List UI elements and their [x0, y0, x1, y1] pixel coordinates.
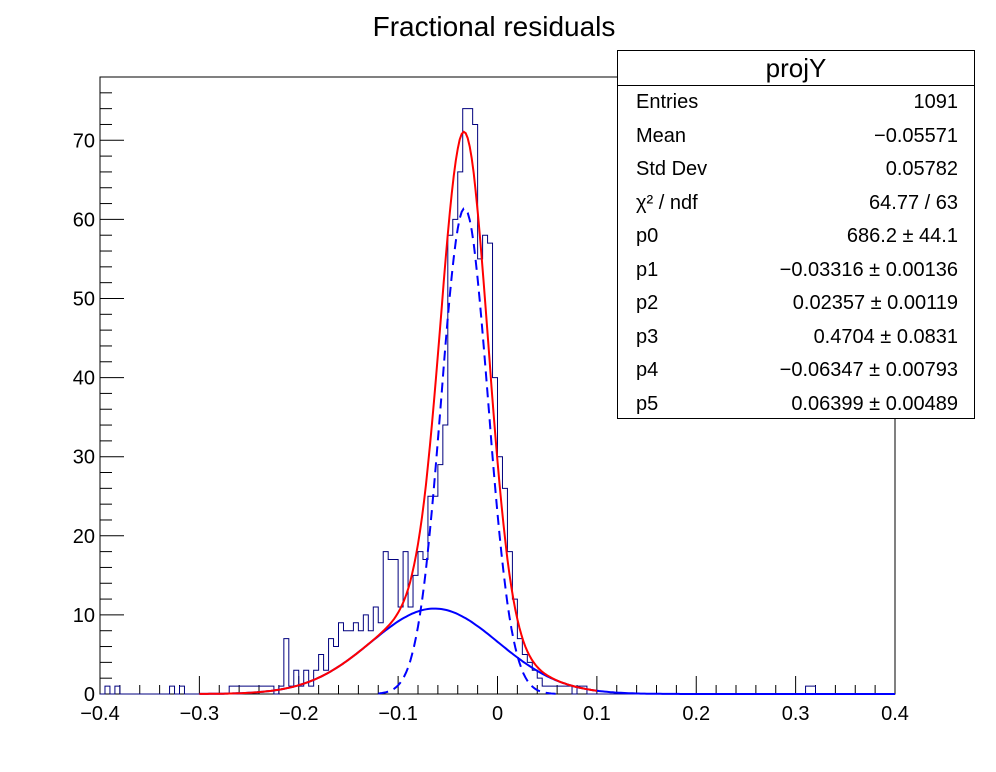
- stats-row: Entries 1091: [618, 86, 974, 120]
- y-tick-label: 0: [84, 684, 95, 706]
- stats-row: p2 0.02357 ± 0.00119: [618, 287, 974, 321]
- stats-value: 0.06399 ± 0.00489: [791, 392, 958, 415]
- stats-key: p3: [636, 325, 659, 348]
- stats-value: −0.05571: [874, 124, 958, 147]
- stats-row: Std Dev 0.05782: [618, 153, 974, 187]
- stats-row: p5 0.06399 ± 0.00489: [618, 388, 974, 422]
- stats-key: Mean: [636, 124, 687, 147]
- stats-key: p2: [636, 292, 659, 314]
- y-axis: 0 10 20 30 40 50 60 70: [73, 92, 124, 706]
- x-tick-label: 0: [492, 703, 503, 725]
- stats-row: p0 686.2 ± 44.1: [618, 220, 974, 254]
- stats-key: Std Dev: [636, 158, 708, 180]
- stats-row: p3 0.4704 ± 0.0831: [618, 321, 974, 355]
- stats-box: projY Entries 1091 Mean −0.05571 Std Dev 0.…: [617, 50, 975, 419]
- stats-value: 0.02357 ± 0.00119: [792, 292, 958, 314]
- stats-key: Entries: [636, 91, 699, 113]
- stats-key: p5: [636, 392, 659, 415]
- x-tick-label: 0.1: [583, 703, 611, 725]
- stats-value: 0.05782: [885, 158, 958, 180]
- stats-row: χ² / ndf 64.77 / 63: [618, 187, 974, 221]
- fit-gaus1-curve: [378, 207, 558, 695]
- stats-key: p0: [636, 225, 659, 247]
- x-tick-label: −0.1: [378, 703, 417, 725]
- stats-key: p4: [636, 359, 659, 381]
- stats-row: Mean −0.05571: [618, 120, 974, 154]
- stats-key: χ² / ndf: [636, 191, 698, 214]
- stats-key: p1: [636, 258, 659, 281]
- y-tick-label: 10: [73, 605, 95, 627]
- stats-value: 1091: [913, 91, 959, 113]
- x-tick-label: −0.2: [279, 703, 318, 725]
- stats-title: projY: [618, 51, 974, 86]
- x-tick-label: 0.4: [881, 703, 909, 725]
- chart-title: Fractional residuals: [373, 11, 616, 42]
- x-tick-label: −0.4: [80, 703, 119, 725]
- stats-row: p4 −0.06347 ± 0.00793: [618, 354, 974, 388]
- stats-value: 686.2 ± 44.1: [846, 225, 958, 247]
- y-tick-label: 60: [73, 209, 95, 231]
- stats-value: −0.03316 ± 0.00136: [779, 258, 958, 281]
- x-axis: −0.4 −0.3 −0.2 −0.1 0 0.1 0.2 0.3 0.4: [80, 676, 909, 725]
- x-tick-label: −0.3: [180, 703, 219, 725]
- x-tick-label: 0.2: [682, 703, 710, 725]
- stats-row: p1 −0.03316 ± 0.00136: [618, 254, 974, 288]
- stats-value: −0.06347 ± 0.00793: [779, 359, 958, 381]
- y-tick-label: 20: [73, 526, 95, 548]
- fit-total-curve: [199, 130, 597, 695]
- stats-value: 64.77 / 63: [869, 191, 958, 214]
- y-tick-label: 70: [73, 130, 95, 152]
- stats-value: 0.4704 ± 0.0831: [813, 325, 958, 348]
- x-tick-label: 0.3: [782, 703, 810, 725]
- y-tick-label: 40: [73, 368, 95, 390]
- y-tick-label: 30: [73, 447, 95, 469]
- y-tick-label: 50: [73, 288, 95, 310]
